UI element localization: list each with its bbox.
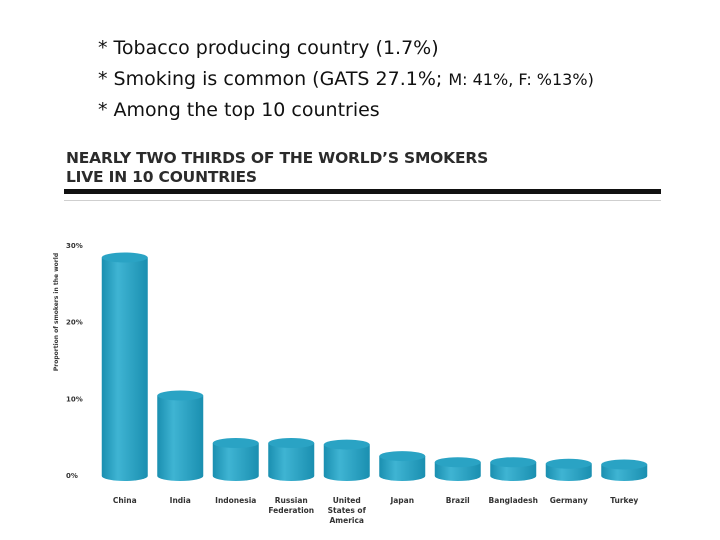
bullet-item: * Among the top 10 countries [98,99,380,121]
category-label-line: Indonesia [215,496,256,505]
category-label: Turkey [610,496,638,505]
bar-top [601,459,648,470]
category-label-line: America [330,516,364,525]
category-label: India [170,496,191,505]
bar [101,252,148,482]
category-label: Germany [550,496,588,505]
category-label: Bangladesh [489,496,538,505]
category-label-line: India [170,496,191,505]
bar-body [268,443,315,482]
category-label-line: Germany [550,496,588,505]
title-rule [64,189,661,194]
bar [601,459,648,482]
bar-top [434,457,481,468]
chart-title-line: LIVE IN 10 COUNTRIES [66,168,257,186]
bar-body [434,462,481,482]
title-rule-thin [64,200,661,201]
bar-top [323,439,370,450]
category-label: United States of America [328,496,367,525]
y-tick-label: 30% [66,242,83,250]
category-label-line: States of [328,506,367,515]
bullet-list: * Tobacco producing country (1.7%) * Smo… [98,33,594,126]
bar-top [545,458,592,469]
bar [268,438,315,482]
bar-body [490,462,537,482]
bar-top [379,451,426,462]
bar-body [323,444,370,482]
bullet-item: * Smoking is common (GATS 27.1%; M: 41%,… [98,68,594,90]
bar-body [212,443,259,482]
category-label-line: United [333,496,361,505]
bar [212,438,259,482]
category-label-line: Federation [268,506,314,515]
bar-top [268,438,315,449]
bar [157,390,204,482]
bar-top [157,390,204,401]
category-label-line: Brazil [446,496,470,505]
category-label-line: Bangladesh [489,496,538,505]
bar-body [379,456,426,482]
category-label: Indonesia [215,496,256,505]
bar-top [212,438,259,449]
y-tick-label: 0% [66,472,78,480]
y-tick-label: 20% [66,319,83,327]
bar [490,457,537,482]
category-label: China [113,496,137,505]
bar [434,457,481,482]
bar-body [101,257,148,482]
category-label-line: China [113,496,137,505]
category-label: Brazil [446,496,470,505]
bar-top [490,457,537,468]
y-tick-label: 10% [66,395,83,403]
bar-body [157,395,204,482]
bar [379,451,426,482]
chart-title-line: NEARLY TWO THIRDS OF THE WORLD’S SMOKERS [66,149,489,167]
bar [545,458,592,482]
category-label: Japan [389,496,414,505]
y-axis-label: Proportion of smokers in the world [53,253,60,371]
category-label: Russian Federation [268,496,314,515]
category-label-line: Russian [275,496,308,505]
category-label-line: Turkey [610,496,638,505]
bullet-item: * Tobacco producing country (1.7%) [98,37,439,59]
bar [323,439,370,482]
category-label-line: Japan [389,496,414,505]
bar-top [101,252,148,263]
chart-title: NEARLY TWO THIRDS OF THE WORLD’S SMOKERS… [66,149,488,187]
